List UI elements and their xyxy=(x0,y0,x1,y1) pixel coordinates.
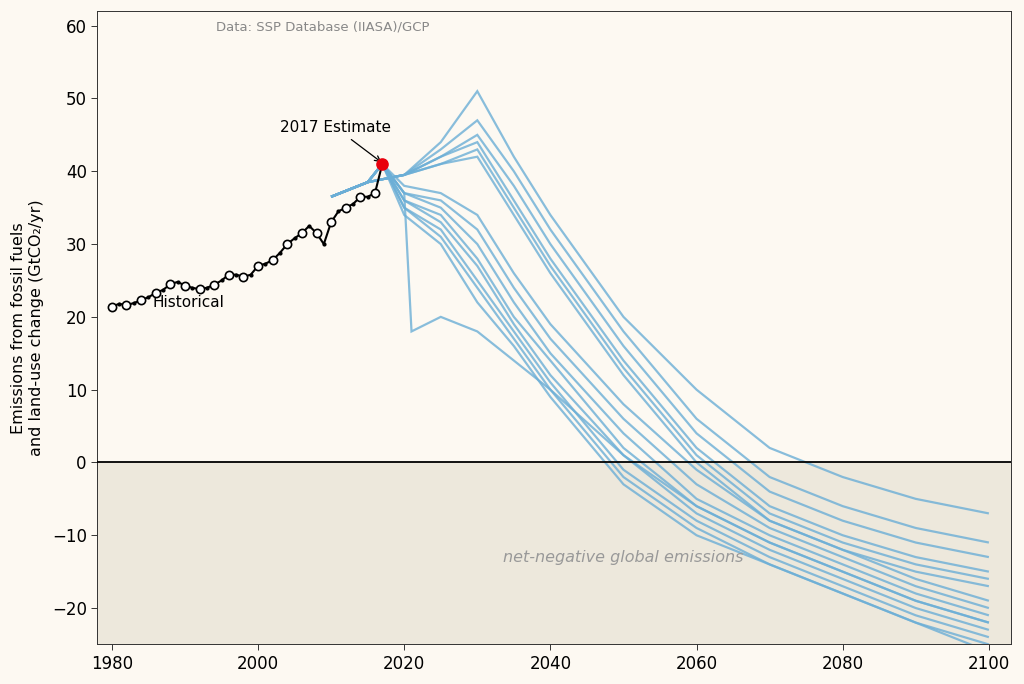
Point xyxy=(280,239,296,250)
Point xyxy=(294,228,310,239)
Bar xyxy=(97,462,1011,644)
Text: net-negative global emissions: net-negative global emissions xyxy=(503,550,743,564)
Point xyxy=(367,187,383,198)
Point xyxy=(147,287,164,298)
Y-axis label: Emissions from fossil fuels
and land-use change (GtCO₂/yr): Emissions from fossil fuels and land-use… xyxy=(11,200,43,456)
Point xyxy=(133,295,150,306)
Point xyxy=(323,217,339,228)
Point xyxy=(103,301,120,312)
Point xyxy=(264,254,281,265)
Point xyxy=(191,284,208,295)
Point xyxy=(220,269,237,280)
Point xyxy=(177,280,194,291)
Text: Historical: Historical xyxy=(153,288,224,310)
Text: Data: SSP Database (IIASA)/GCP: Data: SSP Database (IIASA)/GCP xyxy=(216,21,429,34)
Point xyxy=(338,202,354,213)
Point xyxy=(352,192,369,202)
Point xyxy=(162,278,178,289)
Point xyxy=(374,159,390,170)
Point xyxy=(250,261,266,272)
Point xyxy=(308,228,325,239)
Point xyxy=(119,300,135,311)
Point xyxy=(236,272,252,282)
Text: 2017 Estimate: 2017 Estimate xyxy=(280,120,391,161)
Point xyxy=(206,279,222,290)
